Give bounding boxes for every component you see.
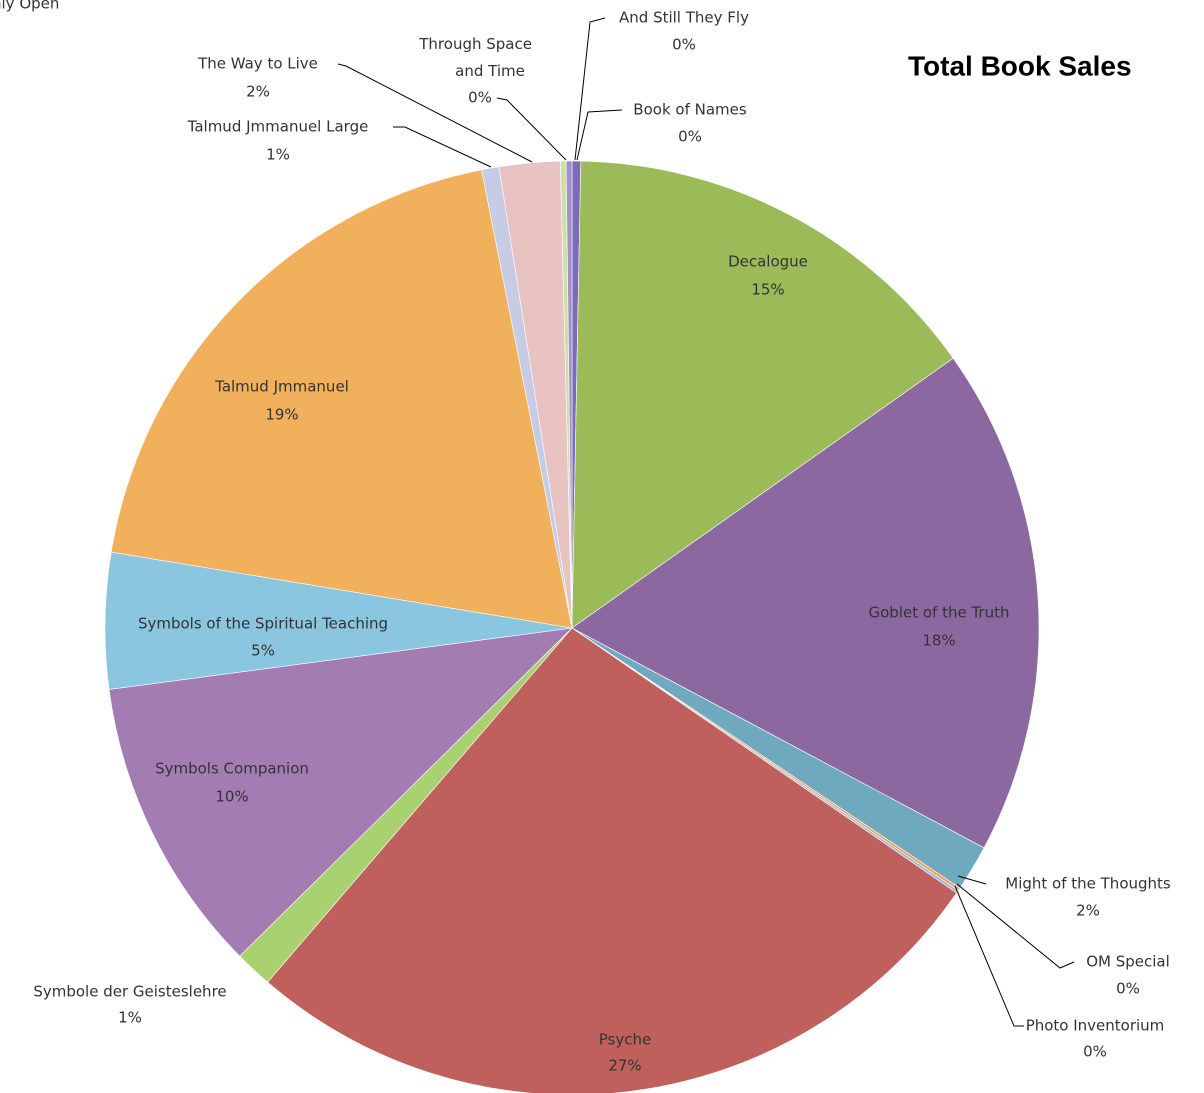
slice-value-label: 18% bbox=[922, 632, 955, 650]
chart-subtitle: nly Open bbox=[0, 0, 59, 13]
chart-title: Total Book Sales bbox=[908, 50, 1132, 81]
leader-line bbox=[954, 885, 1024, 1027]
slice-value-label: 0% bbox=[678, 128, 702, 146]
slice-value-label: 0% bbox=[468, 89, 492, 107]
slice-label: Photo Inventorium bbox=[1026, 1017, 1165, 1035]
leader-line bbox=[576, 109, 623, 161]
slice-value-label: 2% bbox=[246, 83, 270, 101]
pie-slice bbox=[571, 357, 1040, 849]
slice-value-label: 1% bbox=[118, 1009, 142, 1027]
pie-slice bbox=[108, 627, 573, 957]
slice-label: Symbole der Geisteslehre bbox=[33, 983, 226, 1001]
slice-label: Psyche bbox=[599, 1031, 651, 1049]
slice-value-label: 1% bbox=[266, 146, 290, 164]
slice-value-label: 27% bbox=[608, 1057, 641, 1075]
slice-label: Through Space and Time bbox=[418, 35, 536, 80]
slice-label: Decalogue bbox=[728, 253, 808, 271]
slice-label: Might of the Thoughts bbox=[1005, 875, 1171, 893]
slice-value-label: 0% bbox=[672, 36, 696, 54]
pie-slice bbox=[267, 627, 958, 1093]
slice-value-label: 19% bbox=[265, 406, 298, 424]
slice-value-label: 5% bbox=[251, 642, 275, 660]
slice-label: OM Special bbox=[1086, 953, 1170, 971]
leader-line bbox=[957, 875, 987, 885]
slice-label: Symbols of the Spiritual Teaching bbox=[138, 615, 388, 633]
slice-label: The Way to Live bbox=[197, 55, 318, 73]
slice-value-label: 2% bbox=[1076, 902, 1100, 920]
leader-line bbox=[496, 97, 567, 161]
pie-slice bbox=[110, 169, 573, 629]
slice-value-label: 10% bbox=[215, 788, 248, 806]
pie-slice bbox=[571, 160, 954, 629]
slice-value-label: 15% bbox=[751, 281, 784, 299]
slice-label: Talmud Jmmanuel Large bbox=[187, 118, 369, 136]
leader-line bbox=[574, 17, 606, 161]
slice-label: Talmud Jmmanuel bbox=[214, 378, 349, 396]
slices bbox=[104, 160, 1040, 1093]
slice-label: And Still They Fly bbox=[619, 9, 749, 27]
slice-label: Goblet of the Truth bbox=[869, 604, 1010, 622]
leader-line bbox=[393, 126, 492, 168]
leader-line bbox=[956, 883, 1075, 969]
slice-value-label: 0% bbox=[1083, 1043, 1107, 1061]
leader-line bbox=[337, 63, 533, 163]
slice-label: Book of Names bbox=[633, 101, 747, 119]
pie-slice bbox=[565, 160, 573, 629]
slice-label: Symbols Companion bbox=[155, 760, 309, 778]
slice-value-label: 0% bbox=[1116, 980, 1140, 998]
